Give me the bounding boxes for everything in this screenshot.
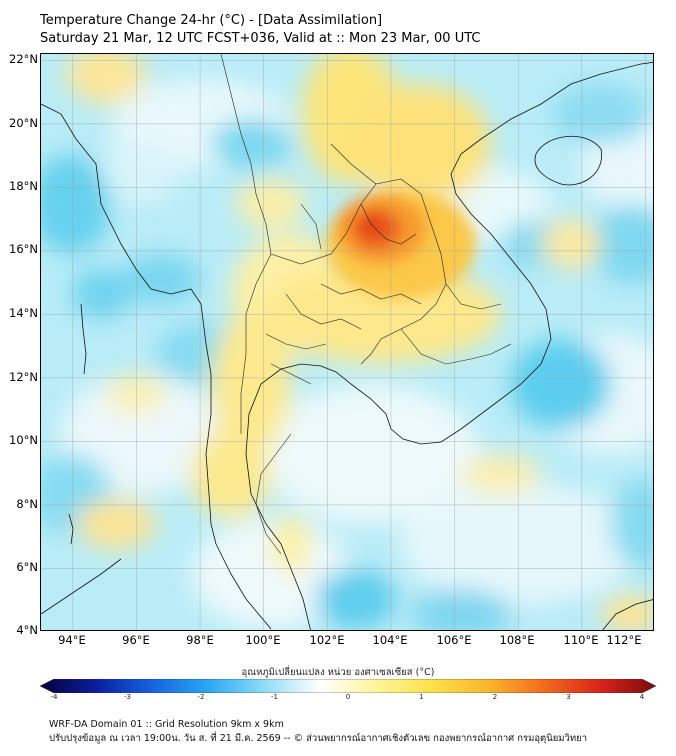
map-canvas: [41, 54, 653, 630]
map-title: Temperature Change 24-hr (°C) - [Data As…: [40, 13, 383, 28]
lon-tick-label: 100°E: [245, 633, 281, 647]
colorbar-tick-label: -1: [271, 693, 278, 701]
lat-tick-label: 10°N: [9, 433, 38, 447]
colorbar-tick-label: 1: [419, 693, 424, 701]
lat-lon-grid: [41, 54, 653, 630]
lat-tick-label: 14°N: [9, 306, 38, 320]
lat-tick-label: 18°N: [9, 179, 38, 193]
lat-tick-label: 16°N: [9, 242, 38, 256]
colorbar-tick-label: 0: [345, 693, 351, 701]
coastlines: [41, 61, 653, 630]
lon-tick-label: 106°E: [436, 633, 472, 647]
colorbar-tick-label: 2: [492, 693, 498, 701]
lat-tick-label: 22°N: [9, 52, 38, 66]
colorbar-tick-label: 3: [566, 693, 571, 701]
lon-tick-label: 98°E: [186, 633, 214, 647]
footer-model-info: WRF-DA Domain 01 :: Grid Resolution 9km …: [49, 719, 284, 730]
map-subtitle: Saturday 21 Mar, 12 UTC FCST+036, Valid …: [40, 31, 481, 46]
colorbar-tick-label: 4: [639, 693, 645, 701]
lon-tick-label: 96°E: [122, 633, 150, 647]
lat-tick-label: 4°N: [16, 623, 38, 637]
lon-tick-label: 94°E: [58, 633, 86, 647]
lon-tick-label: 110°E: [563, 633, 599, 647]
colorbar-tick-label: -2: [197, 693, 205, 701]
lat-tick-label: 12°N: [9, 370, 38, 384]
country-borders: [220, 54, 512, 555]
colorbar-title: อุณหภูมิเปลี่ยนแปลง หน่วย องศาเซลเซียส (…: [241, 667, 435, 678]
colorbar-tick-label: -4: [50, 693, 58, 701]
colorbar-tick-label: -3: [124, 693, 131, 701]
lat-tick-label: 6°N: [16, 560, 38, 574]
footer-credits: ปรับปรุงข้อมูล ณ เวลา 19:00น. วัน ส. ที่…: [49, 733, 588, 744]
lat-tick-label: 8°N: [16, 497, 38, 511]
lon-tick-label: 112°E: [606, 633, 642, 647]
temperature-map: [40, 53, 654, 631]
lon-tick-label: 104°E: [372, 633, 408, 647]
lat-tick-label: 20°N: [9, 116, 38, 130]
colorbar: [40, 679, 656, 693]
lon-tick-label: 102°E: [309, 633, 345, 647]
temperature-field: [41, 54, 653, 630]
lon-tick-label: 108°E: [499, 633, 535, 647]
